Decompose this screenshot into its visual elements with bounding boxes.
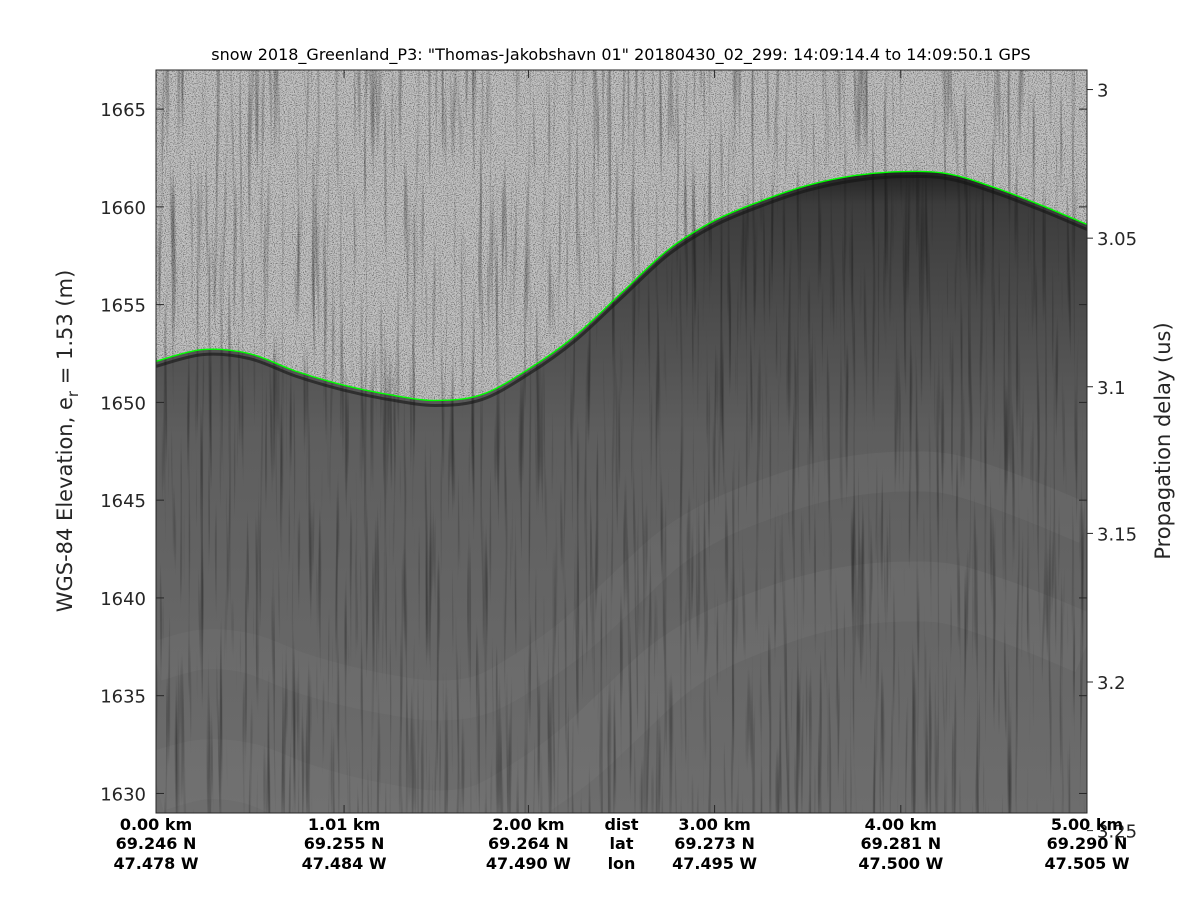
right-axis: 3 3.05 3.1 3.15 3.2 3.25 <box>1087 81 1137 843</box>
x-label-lat: 69.273 N <box>674 834 755 853</box>
x-label-lon: 47.478 W <box>114 854 199 873</box>
right-tick-label: 3.1 <box>1097 378 1126 399</box>
y-axis-label-suffix: = 1.53 (m) <box>53 270 77 391</box>
y-axis-label-subscript: r <box>64 390 82 397</box>
y-tick-label: 1655 <box>100 296 146 317</box>
x-label-lon: 47.495 W <box>672 854 757 873</box>
left-axis: 1665 1660 1655 1650 1645 1640 1635 1630 <box>100 100 1087 805</box>
x-label-lat: 69.281 N <box>860 834 941 853</box>
y-tick-label: 1660 <box>100 198 146 219</box>
surface-reflection <box>156 174 1087 407</box>
x-label-lon: lon <box>608 854 636 873</box>
x-label-dist: 5.00 km <box>1051 815 1123 834</box>
right-tick-label: 3.25 <box>1097 822 1137 843</box>
y-tick-label: 1640 <box>100 589 146 610</box>
y-axis-label-main: WGS-84 Elevation, e <box>53 397 77 612</box>
radargram-image <box>156 70 1087 813</box>
ice-noise <box>156 70 1087 813</box>
plot-frame <box>155 69 1088 814</box>
x-label-lat: 69.246 N <box>116 834 197 853</box>
x-label-dist: 4.00 km <box>865 815 937 834</box>
chart-title: snow 2018_Greenland_P3: "Thomas-Jakobsha… <box>211 45 1030 65</box>
right-tick-label: 3 <box>1097 81 1108 102</box>
right-tick-label: 3.15 <box>1097 524 1137 545</box>
x-label-dist: dist <box>604 815 638 834</box>
y-axis-label: WGS-84 Elevation, er = 1.53 (m) <box>53 270 82 613</box>
x-label-lon: 47.500 W <box>858 854 943 873</box>
x-label-lat: lat <box>610 834 634 853</box>
x-label-lon: 47.484 W <box>302 854 387 873</box>
x-label-dist: 1.01 km <box>308 815 380 834</box>
x-label-lat: 69.264 N <box>488 834 569 853</box>
y-tick-label: 1630 <box>100 784 146 805</box>
right-tick-label: 3.05 <box>1097 229 1137 250</box>
x-label-dist: 0.00 km <box>120 815 192 834</box>
y-tick-label: 1635 <box>100 687 146 708</box>
right-axis-label: Propagation delay (us) <box>1151 322 1175 559</box>
x-label-lon: 47.505 W <box>1045 854 1130 873</box>
x-label-lon: 47.490 W <box>486 854 571 873</box>
y-tick-label: 1645 <box>100 491 146 512</box>
right-tick-label: 3.2 <box>1097 673 1126 694</box>
y-tick-label: 1665 <box>100 100 146 121</box>
y-tick-label: 1650 <box>100 393 146 414</box>
x-label-lat: 69.290 N <box>1047 834 1128 853</box>
x-label-lat: 69.255 N <box>304 834 385 853</box>
surface-trace <box>156 170 1087 402</box>
x-label-dist: 3.00 km <box>678 815 750 834</box>
x-label-dist: 2.00 km <box>492 815 564 834</box>
